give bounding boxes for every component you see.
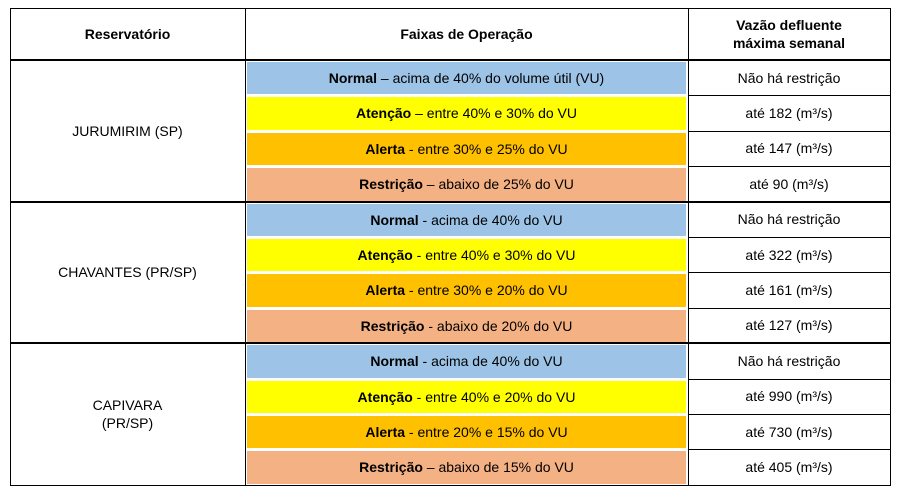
rule [10, 8, 11, 486]
band-desc: - abaixo de 20% do VU [428, 317, 573, 334]
flow-text: até 161 (m³/s) [745, 282, 833, 299]
band-level: Normal [370, 211, 419, 228]
flow-cell: até 161 (m³/s) [688, 272, 890, 307]
band-level: Restrição [360, 317, 425, 334]
band-level: Normal [370, 353, 419, 370]
band-cell: Atenção - entre 40% e 30% do VU [247, 239, 686, 272]
rule [10, 200, 890, 203]
band-level: Normal [328, 70, 377, 86]
flow-text: até 990 (m³/s) [745, 388, 833, 405]
band-cell: Restrição – abaixo de 15% do VU [247, 451, 686, 484]
band-level: Atenção [355, 105, 412, 122]
band-level: Alerta [365, 140, 406, 157]
rule [688, 307, 890, 309]
reservoir-name: (PR/SP) [101, 414, 154, 431]
flow-text: Não há restrição [737, 69, 841, 86]
band-desc: - entre 40% e 20% do VU [416, 388, 576, 405]
flow-text: até 405 (m³/s) [745, 459, 833, 476]
reservoir-cell: CAPIVARA (PR/SP) [10, 343, 245, 485]
band-cell: Alerta - entre 30% e 20% do VU [247, 274, 686, 307]
band-cell: Atenção - entre 40% e 20% do VU [247, 380, 686, 413]
flow-cell: Não há restrição [688, 202, 890, 237]
reservoir-name: JURUMIRIM (SP) [72, 122, 183, 139]
header-text: Reservatório [84, 26, 171, 42]
rule [10, 342, 890, 345]
flow-cell: Não há restrição [688, 60, 890, 95]
band-desc: - entre 40% e 30% do VU [416, 247, 576, 263]
rule [10, 59, 890, 61]
flow-text: até 322 (m³/s) [745, 246, 833, 263]
flow-text: Não há restrição [737, 211, 841, 228]
header-text: Vazão defluente [736, 17, 842, 33]
reservoir-cell: JURUMIRIM (SP) [10, 60, 245, 202]
band-level: Restrição [359, 176, 423, 193]
band-cell: Normal - acima de 40% do VU [247, 203, 686, 236]
rule [688, 414, 890, 415]
band-desc: – entre 40% e 30% do VU [415, 105, 577, 122]
band-desc: - acima de 40% do VU [422, 211, 563, 228]
band-cell: Alerta - entre 30% e 25% do VU [247, 132, 686, 166]
rule [688, 449, 890, 451]
flow-cell: Não há restrição [688, 343, 890, 378]
flow-cell: até 405 (m³/s) [688, 449, 890, 484]
header-cell: Faixas de Operação [245, 8, 688, 60]
flow-text: até 127 (m³/s) [745, 317, 833, 334]
rule [245, 8, 246, 486]
band-desc: – acima de 40% do volume útil (VU) [380, 70, 605, 86]
band-desc: - entre 30% e 25% do VU [408, 140, 568, 157]
rule [688, 272, 890, 274]
rule [688, 8, 689, 486]
flow-cell: até 182 (m³/s) [688, 95, 890, 130]
reservoir-cell: CHAVANTES (PR/SP) [10, 202, 245, 344]
flow-cell: até 147 (m³/s) [688, 131, 890, 166]
rule [688, 166, 890, 168]
header-cell: Vazão defluente máxima semanal [688, 8, 890, 60]
band-desc: - entre 20% e 15% do VU [408, 424, 568, 440]
flow-text: até 730 (m³/s) [745, 423, 833, 440]
rule [890, 8, 891, 486]
flow-text: Não há restrição [737, 352, 841, 369]
band-desc: - acima de 40% do VU [422, 353, 563, 370]
band-cell: Normal - acima de 40% do VU [247, 345, 686, 378]
band-cell: Restrição - abaixo de 20% do VU [247, 309, 686, 343]
flow-cell: até 127 (m³/s) [688, 308, 890, 343]
rule [688, 237, 890, 238]
reservoir-name: CAPIVARA [92, 396, 163, 413]
band-level: Atenção [357, 247, 413, 263]
band-desc: – abaixo de 25% do VU [426, 176, 574, 193]
header-cell: Reservatório [10, 8, 245, 60]
band-level: Atenção [357, 388, 413, 405]
flow-cell: até 730 (m³/s) [688, 414, 890, 449]
rule [688, 130, 890, 132]
reservoir-name: CHAVANTES (PR/SP) [58, 264, 197, 281]
band-level: Alerta [365, 424, 406, 440]
rule [688, 378, 890, 380]
rule [688, 95, 890, 97]
flow-text: até 90 (m³/s) [749, 175, 829, 192]
flow-cell: até 322 (m³/s) [688, 237, 890, 272]
band-desc: – abaixo de 15% do VU [426, 459, 574, 476]
flow-cell: até 990 (m³/s) [688, 379, 890, 414]
rule [10, 484, 890, 486]
band-cell: Restrição – abaixo de 25% do VU [247, 168, 686, 201]
band-cell: Normal – acima de 40% do volume útil (VU… [247, 62, 686, 95]
band-cell: Atenção – entre 40% e 30% do VU [247, 97, 686, 130]
header-text: Faixas de Operação [400, 26, 533, 42]
flow-cell: até 90 (m³/s) [688, 166, 890, 201]
band-cell: Alerta - entre 20% e 15% do VU [247, 416, 686, 449]
header-text: máxima semanal [732, 35, 846, 51]
flow-text: até 147 (m³/s) [745, 140, 833, 157]
band-level: Restrição [359, 459, 423, 476]
flow-text: até 182 (m³/s) [745, 105, 833, 122]
band-level: Alerta [365, 282, 406, 299]
band-desc: - entre 30% e 20% do VU [408, 282, 568, 299]
rule [10, 8, 890, 9]
